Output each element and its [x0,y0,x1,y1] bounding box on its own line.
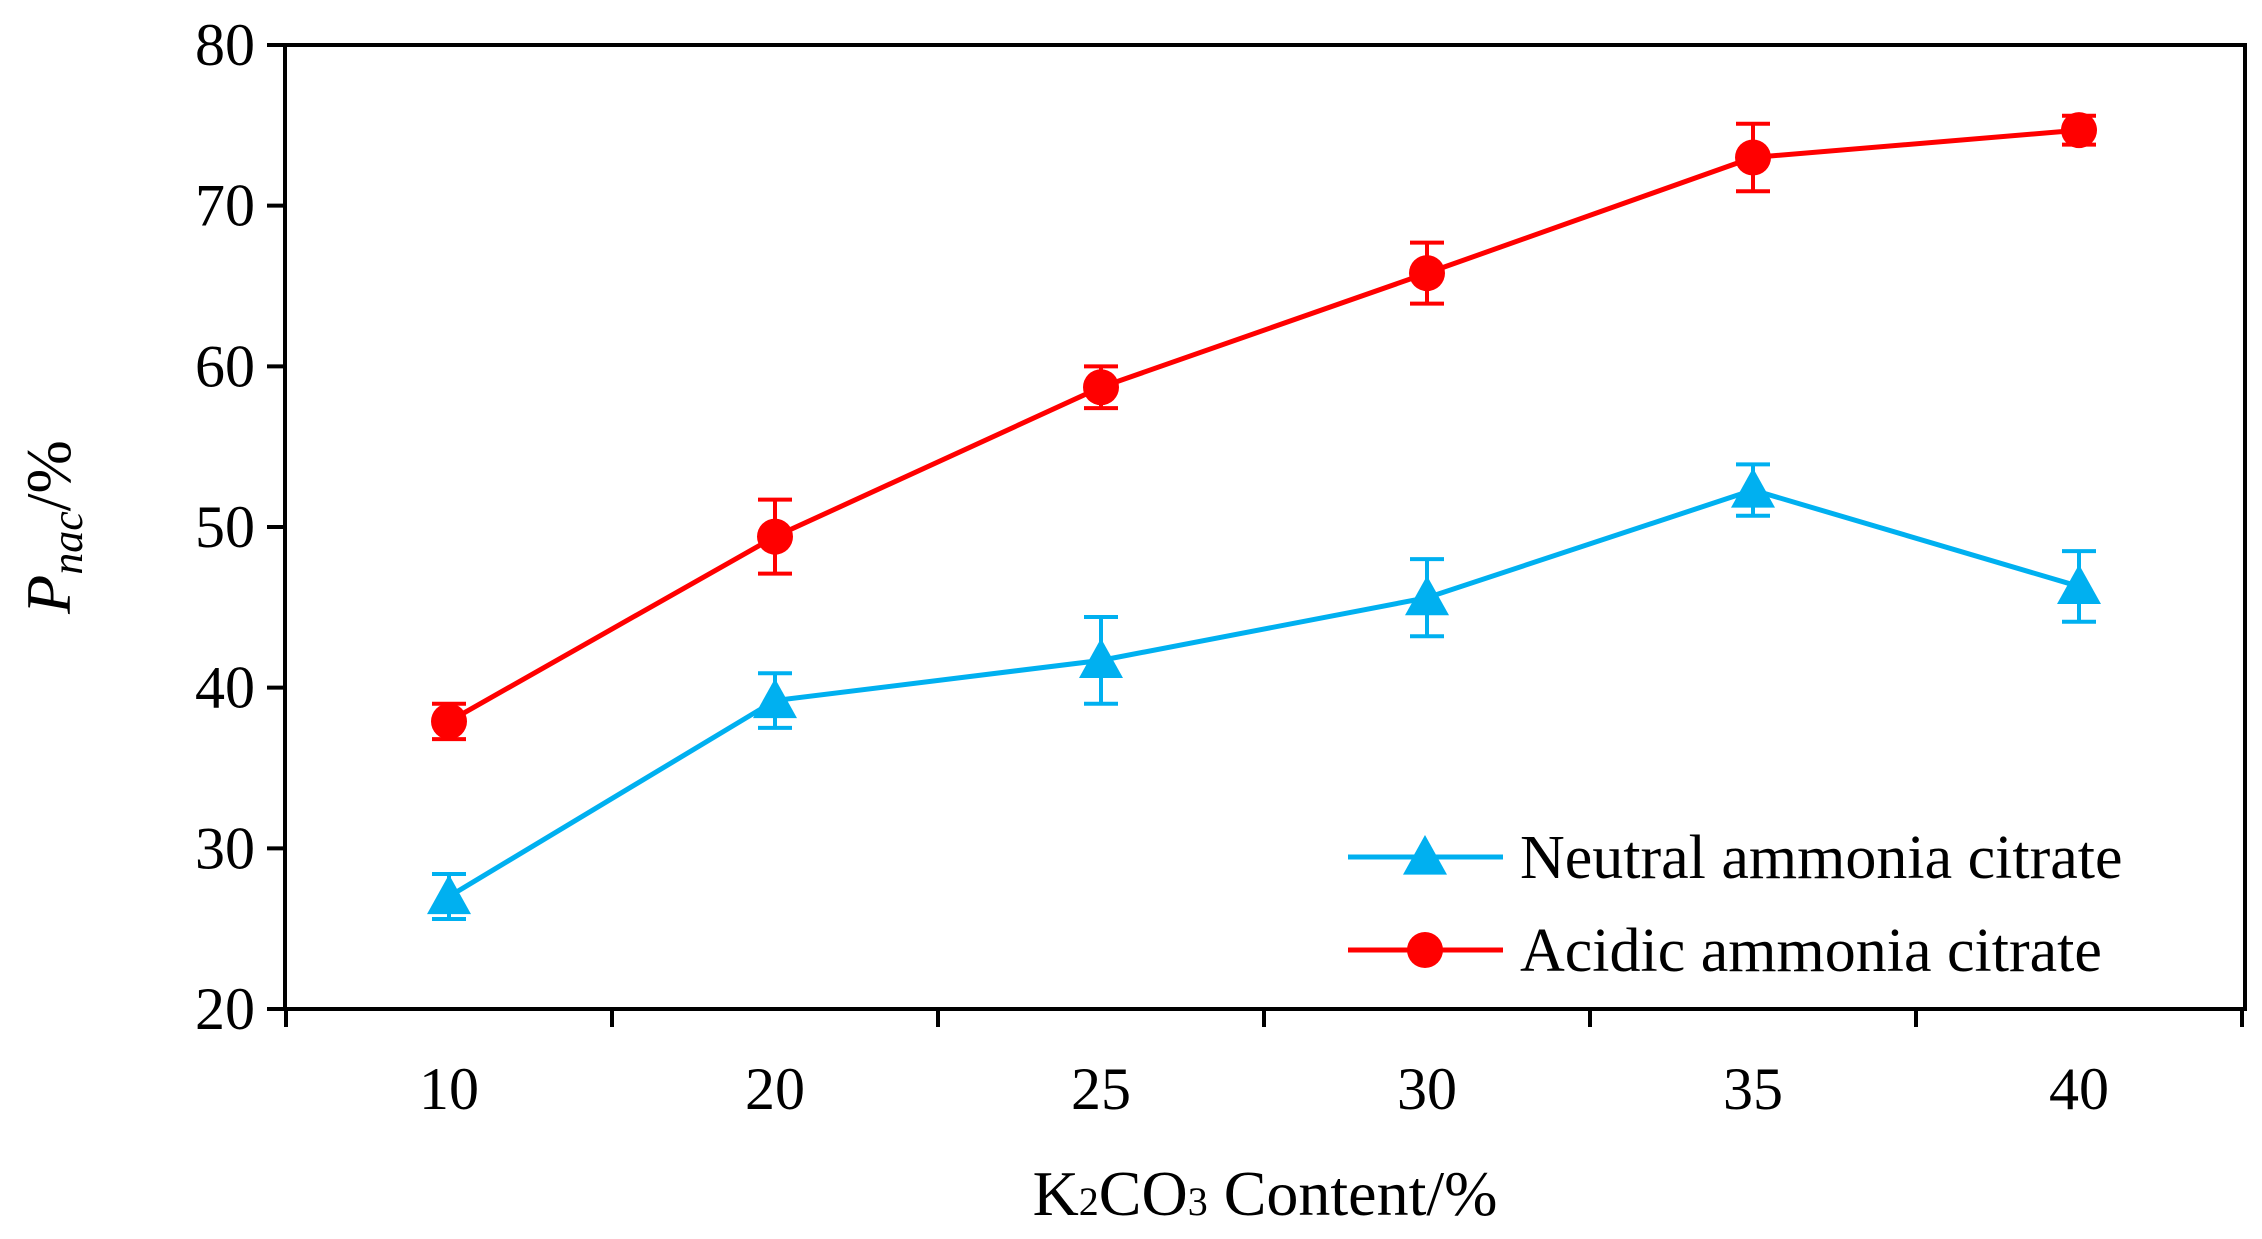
x-tick-label: 30 [1397,1056,1457,1122]
x-tick-label: 35 [1723,1056,1783,1122]
series-line-triangle [447,487,2080,899]
data-point-triangle [1079,638,1123,678]
legend-marker-triangle [1403,835,1447,875]
y-tick-label: 40 [195,655,255,721]
x-tick-label: 40 [2049,1056,2109,1122]
y-tick-label: 20 [195,976,255,1042]
legend-marker-circle [1407,932,1443,968]
x-tick-label: 10 [419,1056,479,1122]
legend-label: Neutral ammonia citrate [1520,824,2123,892]
y-tick-label: 50 [195,494,255,560]
data-point-circle [1083,369,1119,406]
x-tick-label: 20 [745,1056,805,1122]
y-tick-label: 60 [195,333,255,399]
x-axis: 10 20 25 30 35 40 [284,1009,2244,1122]
data-point-triangle [1405,575,1449,616]
y-tick-label: 80 [195,12,255,78]
data-point-triangle [1731,468,1775,508]
data-point-circle [1735,139,1771,176]
x-tick-label: 25 [1071,1056,1131,1122]
legend-label: Acidic ammonia citrate [1520,917,2102,985]
series-line-circle [447,127,2080,724]
data-point-triangle [753,678,797,719]
data-point-circle [431,703,467,740]
data-point-circle [2061,112,2097,149]
data-point-triangle [427,874,471,915]
data-point-circle [757,518,793,555]
y-tick-label: 30 [195,815,255,881]
y-axis-title: Pnac/% [13,440,92,615]
x-axis-title: K2CO3 Content/% [1033,1158,1498,1229]
series-layer [427,112,2101,922]
y-axis: 20 30 40 50 60 70 80 [195,12,285,1042]
legend: Neutral ammonia citrate Acidic ammonia ci… [1348,824,2123,985]
data-point-triangle [2057,564,2101,605]
y-tick-label: 70 [195,173,255,239]
data-point-circle [1409,255,1445,292]
